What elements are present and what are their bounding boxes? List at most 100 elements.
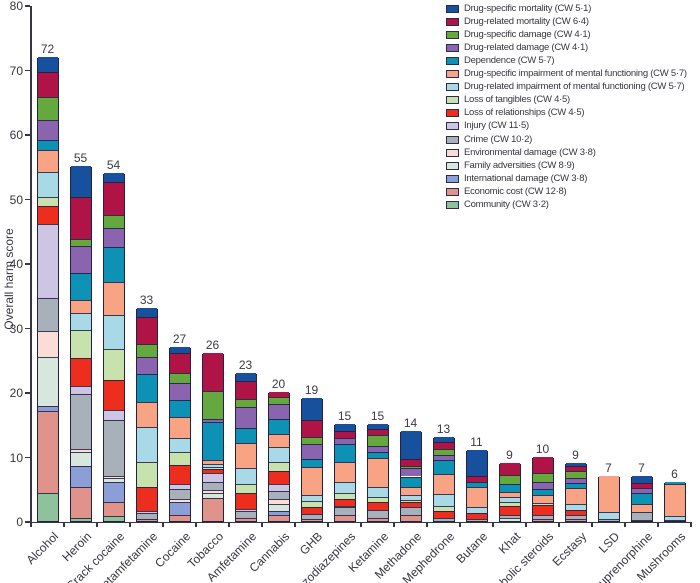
bar-segment — [235, 442, 256, 469]
bar-segment — [136, 511, 157, 514]
bar-segment — [136, 487, 157, 512]
legend-item: International damage (CW 3·8) — [446, 173, 696, 186]
bar-segment — [202, 464, 223, 468]
bar-segment — [268, 447, 289, 463]
legend-label: Drug-specific mortality (CW 5·1) — [464, 3, 592, 14]
bar-segment — [433, 448, 454, 456]
bar-segment — [235, 483, 256, 494]
bar-segment — [400, 502, 421, 508]
bar-segment — [37, 297, 58, 332]
bar-segment — [400, 515, 421, 521]
bar-total-label: 27 — [172, 331, 187, 346]
bar-segment — [433, 510, 454, 519]
legend-label: Loss of relationships (CW 4·5) — [464, 107, 585, 119]
bar-segment — [301, 459, 322, 468]
bar-segment — [598, 519, 619, 521]
legend-item: Loss of relationships (CW 4·5) — [446, 107, 696, 120]
bar-segment — [268, 490, 289, 500]
bar-segment — [202, 467, 223, 470]
bar-segment — [499, 515, 520, 519]
legend-swatch-icon — [446, 5, 459, 13]
bar-segment — [169, 382, 190, 400]
bar-segment — [334, 462, 355, 483]
bar-anabolic-steroids — [531, 456, 554, 522]
bar-segment — [37, 410, 58, 493]
bar-segment — [532, 472, 553, 483]
bar-segment — [169, 346, 190, 353]
legend-item: Crime (CW 10·2) — [446, 134, 696, 147]
bar-segment — [37, 492, 58, 521]
bar-segment — [433, 505, 454, 511]
legend-swatch-icon — [446, 44, 459, 53]
x-tick — [591, 522, 593, 527]
bar-segment — [103, 410, 124, 421]
bar-segment — [103, 379, 124, 411]
bar-segment — [169, 451, 190, 465]
x-tick — [327, 522, 329, 527]
bar-segment — [235, 493, 256, 509]
x-tick — [30, 522, 32, 527]
bar-segment — [70, 313, 91, 331]
bar-segment — [70, 358, 91, 386]
y-tick-label: 80 — [9, 0, 23, 13]
x-tick — [294, 522, 296, 527]
bar-segment — [235, 508, 256, 511]
legend-swatch-icon — [446, 148, 459, 157]
legend-swatch-icon — [446, 187, 459, 196]
bar-segment — [103, 246, 124, 283]
bar-segment — [37, 224, 58, 298]
bar-segment — [70, 448, 91, 452]
y-tick-label: 20 — [9, 386, 23, 400]
bar-cannabis — [267, 392, 290, 522]
legend-item: Loss of tangibles (CW 4·5) — [446, 94, 696, 107]
x-tick — [624, 522, 626, 527]
bar-segment — [136, 356, 157, 374]
bar-segment — [565, 488, 586, 504]
bar-segment — [400, 500, 421, 503]
bar-segment — [532, 504, 553, 515]
y-tick — [25, 521, 30, 523]
bar-segment — [466, 512, 487, 520]
bar-total-label: 9 — [506, 447, 513, 462]
bar-segment — [565, 471, 586, 478]
bar-segment — [103, 475, 124, 479]
bar-segment — [37, 72, 58, 97]
x-tick — [162, 522, 164, 527]
bar-segment — [631, 482, 652, 489]
bar-segment — [70, 385, 91, 394]
bar-total-label: 14 — [403, 415, 418, 430]
y-tick — [25, 263, 30, 265]
bar-segment — [499, 474, 520, 485]
bar-segment — [433, 518, 454, 521]
bar-segment — [103, 214, 124, 228]
y-tick — [25, 327, 30, 330]
bar-segment — [400, 495, 421, 501]
bar-methadone — [399, 430, 422, 522]
bar-segment — [466, 482, 487, 488]
legend-label: Drug-related mortality (CW 6·4) — [464, 16, 589, 28]
bar-segment — [367, 510, 388, 518]
x-tick — [261, 522, 263, 527]
bar-segment — [103, 282, 124, 315]
bar-segment — [499, 484, 520, 492]
bar-segment — [235, 381, 256, 400]
bar-tobacco — [201, 353, 224, 522]
bar-segment — [367, 517, 388, 521]
bar-segment — [202, 469, 223, 473]
bar-segment — [268, 403, 289, 420]
bar-segment — [301, 420, 322, 438]
bar-total-label: 23 — [238, 357, 253, 372]
bar-segment — [202, 353, 223, 391]
bar-segment — [103, 349, 124, 380]
bar-segment — [532, 502, 553, 505]
bar-segment — [268, 470, 289, 485]
legend-swatch-icon — [446, 83, 459, 92]
bar-segment — [70, 239, 91, 246]
legend-label: Dependence (CW 5·7) — [464, 55, 555, 67]
bar-segment — [334, 482, 355, 493]
bar-segment — [268, 499, 289, 504]
bar-total-label: 20 — [271, 377, 286, 391]
bar-segment — [268, 514, 289, 521]
y-tick-label: 10 — [9, 450, 23, 465]
bar-segment — [37, 96, 58, 120]
